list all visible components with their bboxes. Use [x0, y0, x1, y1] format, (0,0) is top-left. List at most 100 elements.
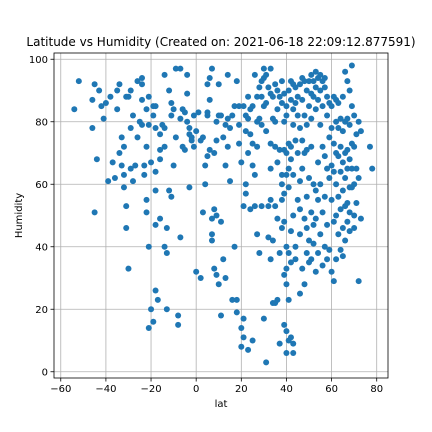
data-point	[312, 268, 319, 275]
data-point	[278, 78, 285, 85]
data-point	[71, 106, 78, 113]
data-point	[315, 250, 322, 256]
data-point	[152, 103, 159, 110]
data-point	[274, 296, 281, 303]
data-point	[134, 134, 141, 141]
data-point	[152, 168, 159, 175]
data-point	[152, 287, 159, 294]
data-point	[272, 118, 279, 125]
data-point	[324, 221, 331, 228]
data-point	[91, 209, 98, 216]
data-point	[294, 112, 301, 119]
data-point	[118, 134, 125, 141]
data-point	[292, 256, 299, 263]
data-point	[267, 165, 274, 172]
data-point	[222, 121, 229, 128]
data-point	[161, 143, 168, 150]
data-point	[263, 100, 270, 106]
data-point	[326, 175, 333, 181]
data-point	[213, 212, 220, 219]
data-point	[290, 171, 297, 178]
data-point	[296, 178, 303, 185]
data-point	[321, 243, 328, 250]
data-point	[145, 243, 152, 250]
axis-ticks: −60 −40 −20 0 20 40 60 80 0 20 40 60 80 100	[29, 55, 383, 395]
x-tick-label: 60	[325, 384, 338, 395]
data-point	[98, 103, 105, 110]
data-point	[238, 343, 245, 350]
data-point	[317, 121, 324, 128]
data-point	[213, 118, 220, 125]
data-point	[272, 81, 279, 88]
data-point	[292, 84, 299, 91]
data-point	[337, 143, 344, 150]
data-points	[71, 62, 376, 366]
data-point	[317, 71, 324, 78]
data-point	[312, 187, 319, 194]
data-point	[177, 115, 184, 122]
data-point	[278, 196, 285, 203]
data-point	[290, 350, 297, 356]
data-point	[303, 193, 310, 200]
data-point	[206, 96, 213, 103]
data-point	[240, 103, 247, 110]
data-point	[254, 231, 261, 238]
data-point	[330, 278, 337, 285]
data-point	[283, 328, 290, 335]
data-point	[346, 228, 353, 235]
data-point	[308, 71, 315, 78]
data-point	[125, 265, 132, 272]
data-point	[233, 78, 240, 85]
data-point	[220, 134, 227, 141]
data-point	[278, 171, 285, 178]
data-point	[366, 143, 373, 150]
data-point	[218, 312, 224, 319]
data-point	[333, 181, 340, 188]
data-point	[335, 231, 342, 238]
data-point	[348, 62, 355, 69]
data-point	[310, 221, 317, 228]
data-point	[199, 134, 206, 141]
data-point	[278, 181, 285, 188]
data-point	[310, 181, 317, 188]
data-point	[346, 87, 353, 94]
data-point	[195, 109, 202, 116]
data-point	[303, 250, 310, 256]
data-point	[276, 340, 283, 347]
data-point	[199, 209, 206, 216]
x-tick-label: −60	[50, 384, 71, 395]
data-point	[184, 71, 191, 78]
data-point	[91, 81, 98, 88]
data-point	[351, 112, 358, 119]
data-point	[224, 115, 231, 122]
data-point	[186, 184, 193, 191]
data-point	[335, 100, 342, 106]
data-point	[188, 137, 195, 144]
y-axis-label: Humidity	[14, 193, 25, 238]
data-point	[186, 125, 193, 131]
data-point	[339, 128, 346, 135]
data-point	[265, 203, 272, 210]
data-point	[233, 309, 240, 316]
data-point	[129, 178, 136, 185]
data-point	[245, 93, 252, 100]
x-tick-label: 40	[280, 384, 293, 395]
data-point	[299, 165, 306, 172]
data-point	[267, 65, 274, 72]
data-point	[344, 200, 351, 206]
data-point	[278, 225, 285, 231]
data-point	[139, 81, 146, 88]
chart-title: Latitude vs Humidity (Created on: 2021-0…	[26, 35, 415, 49]
data-point	[337, 206, 344, 213]
data-point	[355, 118, 362, 125]
data-point	[281, 321, 288, 328]
data-point	[346, 156, 353, 163]
data-point	[344, 146, 351, 153]
data-point	[326, 134, 333, 141]
data-point	[348, 165, 355, 172]
data-point	[163, 306, 170, 313]
data-point	[251, 203, 258, 210]
data-point	[211, 206, 218, 213]
data-point	[321, 84, 328, 91]
